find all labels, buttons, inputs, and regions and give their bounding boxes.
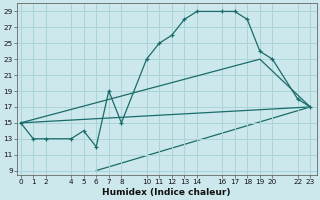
X-axis label: Humidex (Indice chaleur): Humidex (Indice chaleur) [102, 188, 231, 197]
